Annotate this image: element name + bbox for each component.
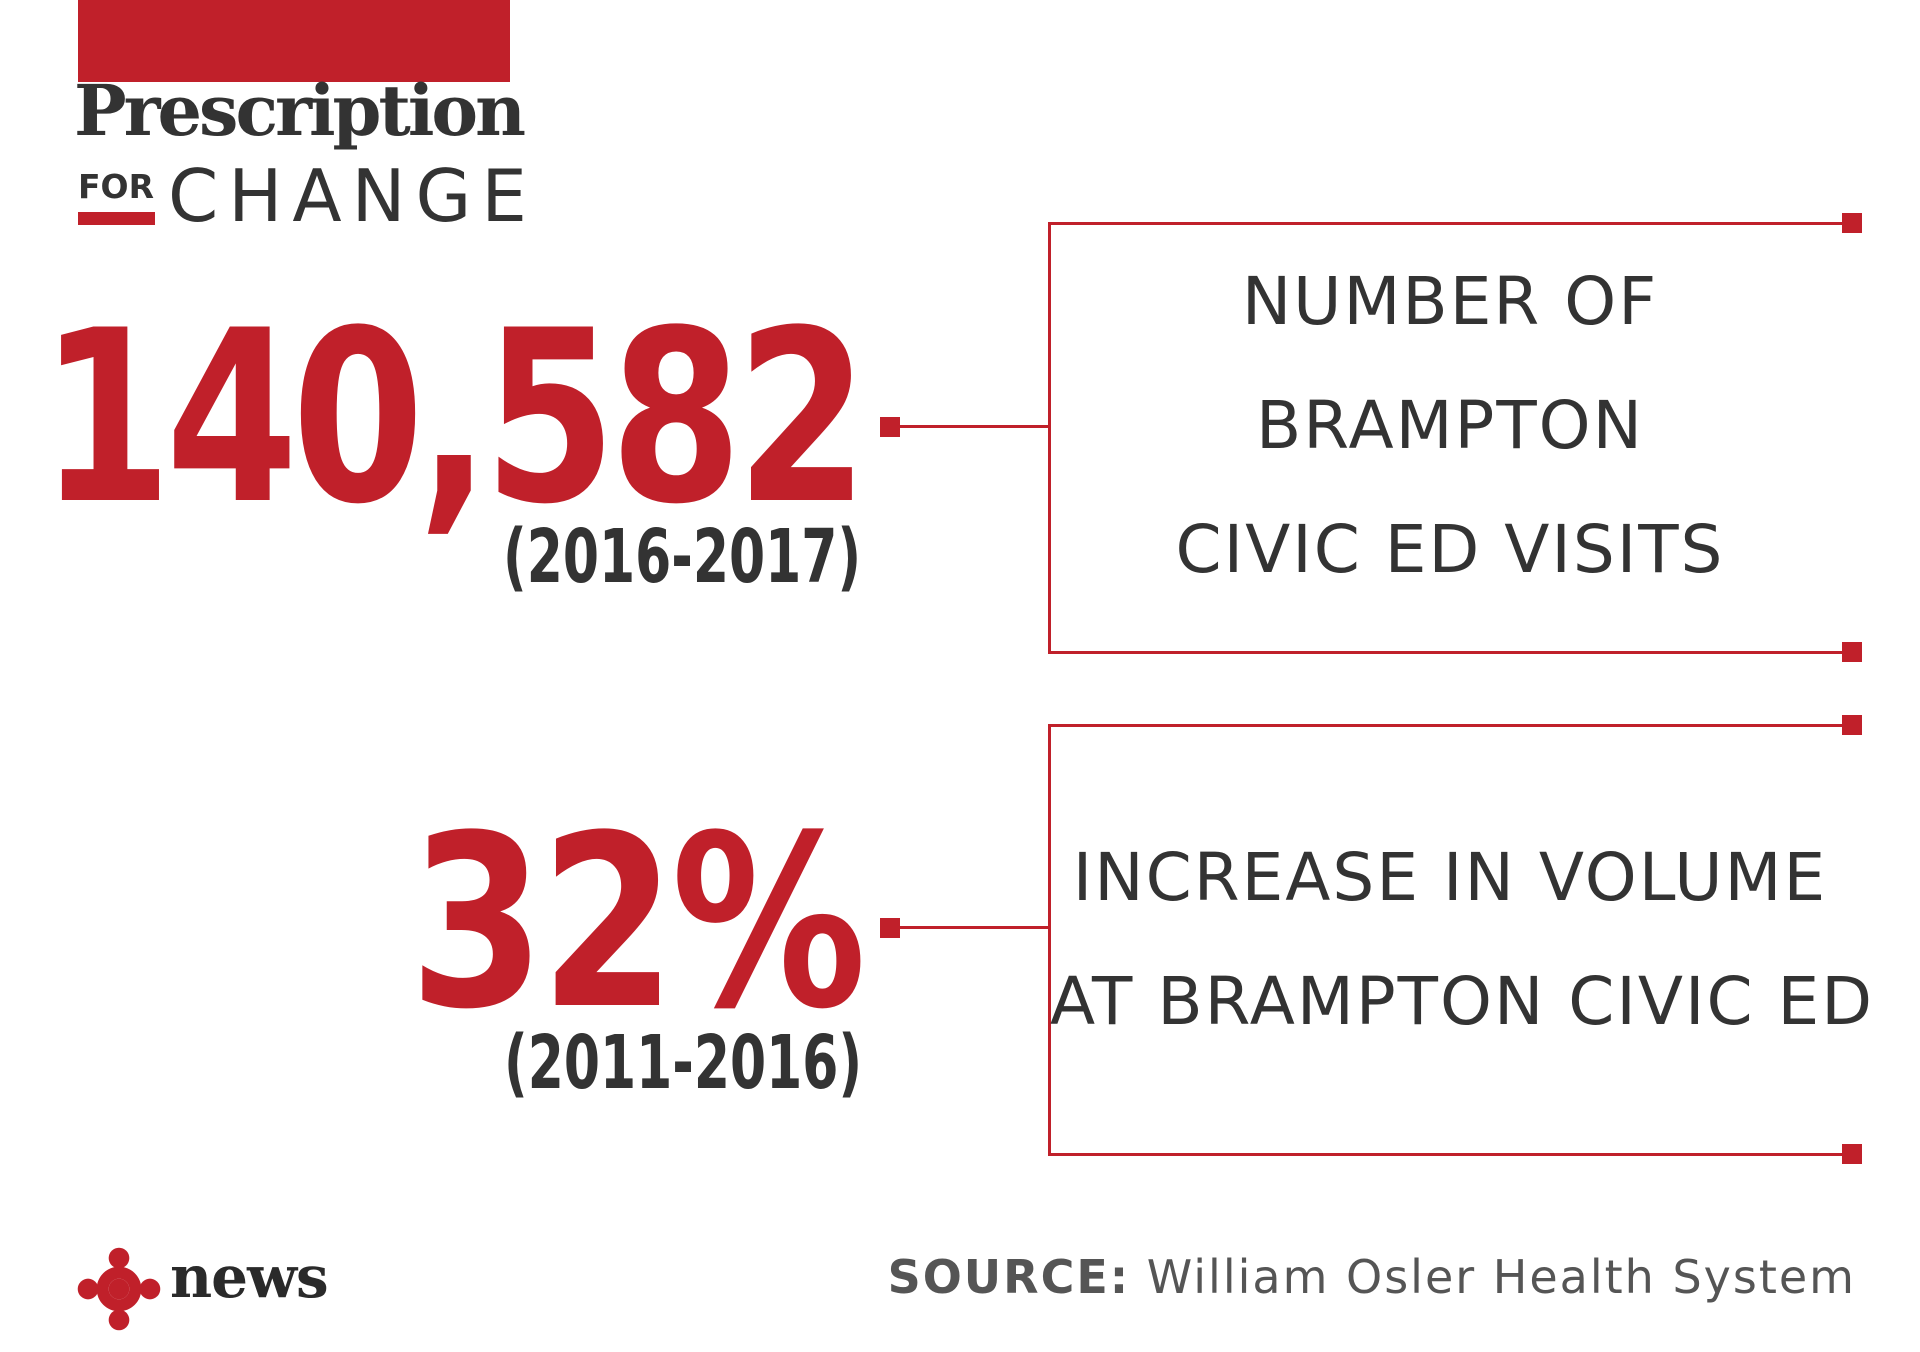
bracket-end-dot [1842, 213, 1862, 233]
source-label: SOURCE: [887, 1250, 1131, 1304]
bracket-top [1048, 724, 1848, 727]
bracket-vertical [1048, 724, 1051, 1156]
stat-description-increase: INCREASE IN VOLUME AT BRAMPTON CIVIC ED [1050, 816, 1875, 1064]
bracket-bottom [1048, 651, 1848, 654]
connector-line [898, 425, 1050, 428]
series-title: Prescription [74, 69, 526, 152]
stat-description-visits: NUMBER OF BRAMPTON CIVIC ED VISITS [1050, 240, 1850, 612]
stat-period-increase: (2011-2016) [503, 1020, 862, 1106]
connector-dot [880, 417, 900, 437]
source-value: William Osler Health System [1146, 1250, 1856, 1304]
bracket-end-dot [1842, 642, 1862, 662]
news-wordmark: news [170, 1243, 329, 1311]
connector-line [898, 926, 1050, 929]
bracket-end-dot [1842, 1144, 1862, 1164]
description-line: NUMBER OF [1241, 263, 1659, 340]
bracket-top [1048, 222, 1848, 225]
bracket-bottom [1048, 1153, 1848, 1156]
description-line: INCREASE IN VOLUME [1072, 839, 1828, 916]
stat-period-visits: (2016-2017) [502, 514, 861, 600]
description-line: BRAMPTON [1256, 387, 1644, 464]
stat-value-visits: 140,582 [39, 280, 869, 557]
connector-dot [880, 918, 900, 938]
bracket-vertical [1048, 222, 1051, 654]
series-title-change: CHANGE [168, 154, 537, 238]
bracket-end-dot [1842, 715, 1862, 735]
header-red-bar [78, 0, 510, 82]
stat-value-increase: 32% [409, 785, 867, 1062]
description-line: CIVIC ED VISITS [1175, 511, 1725, 588]
description-line: AT BRAMPTON CIVIC ED [1050, 963, 1875, 1040]
series-title-for: FOR [78, 167, 155, 206]
series-title-underline [78, 212, 155, 225]
cbc-gem-icon [77, 1247, 161, 1331]
source-credit: SOURCE: William Osler Health System [888, 1254, 1856, 1300]
